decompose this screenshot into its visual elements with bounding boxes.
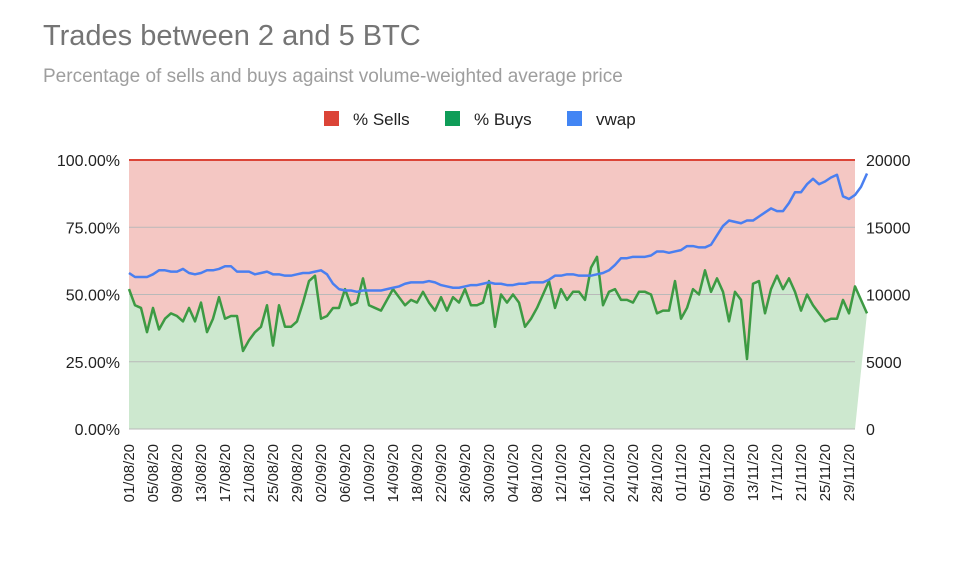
legend-label-buys: % Buys: [474, 110, 532, 129]
x-tick-label: 02/09/20: [313, 444, 330, 502]
left-tick-label: 25.00%: [66, 355, 120, 372]
x-tick-label: 22/09/20: [433, 444, 450, 502]
x-tick-label: 05/11/20: [697, 444, 714, 501]
plot-area: [127, 159, 869, 430]
left-tick-label: 50.00%: [66, 288, 120, 305]
x-tick-label: 01/11/20: [673, 444, 690, 501]
x-tick-label: 16/10/20: [577, 444, 594, 502]
x-tick-label: 24/10/20: [625, 444, 642, 502]
buys-line: [127, 255, 869, 361]
legend-label-sells: % Sells: [353, 110, 410, 129]
left-tick-label: 100.00%: [57, 153, 120, 170]
x-tick-label: 21/08/20: [241, 444, 258, 502]
x-tick-label: 29/11/20: [841, 444, 858, 501]
x-tick-label: 29/08/20: [289, 444, 306, 502]
right-tick-label: 5000: [866, 355, 902, 372]
x-tick-label: 10/09/20: [361, 444, 378, 502]
chart-subtitle: Percentage of sells and buys against vol…: [43, 66, 623, 87]
buys-area: [129, 256, 867, 429]
left-axis: 0.00% 25.00% 50.00% 75.00% 100.00%: [57, 153, 120, 439]
right-tick-label: 10000: [866, 288, 911, 305]
x-tick-label: 28/10/20: [649, 444, 666, 502]
x-tick-label: 17/11/20: [769, 444, 786, 501]
chart-title: Trades between 2 and 5 BTC: [43, 20, 421, 52]
legend-swatch-vwap: [567, 111, 582, 126]
right-tick-label: 20000: [866, 153, 911, 170]
vwap-line: [128, 172, 869, 294]
left-tick-label: 75.00%: [66, 220, 120, 237]
x-tick-label: 08/10/20: [529, 444, 546, 502]
legend-label-vwap: vwap: [596, 110, 636, 129]
right-axis: 0 5000 10000 15000 20000: [866, 153, 911, 439]
x-tick-label: 06/09/20: [337, 444, 354, 502]
x-tick-label: 30/09/20: [481, 444, 498, 502]
x-tick-label: 12/10/20: [553, 444, 570, 502]
x-axis: 01/08/20 05/08/20 09/08/20 13/08/20 17/08/20…: [121, 444, 858, 502]
x-tick-label: 14/09/20: [385, 444, 402, 502]
x-tick-label: 26/09/20: [457, 444, 474, 502]
right-tick-label: 0: [866, 422, 875, 439]
x-tick-label: 20/10/20: [601, 444, 618, 502]
x-tick-label: 04/10/20: [505, 444, 522, 502]
x-tick-label: 13/11/20: [745, 444, 762, 501]
x-tick-label: 09/08/20: [169, 444, 186, 502]
left-tick-label: 0.00%: [75, 422, 120, 439]
legend-swatch-buys: [445, 111, 460, 126]
right-tick-label: 15000: [866, 220, 911, 237]
legend-swatch-sells: [324, 111, 339, 126]
x-tick-label: 21/11/20: [793, 444, 810, 501]
x-tick-label: 05/08/20: [145, 444, 162, 502]
x-tick-label: 25/11/20: [817, 444, 834, 501]
x-tick-label: 18/09/20: [409, 444, 426, 502]
legend: % Sells % Buys vwap: [324, 110, 636, 129]
x-tick-label: 13/08/20: [193, 444, 210, 502]
x-tick-label: 25/08/20: [265, 444, 282, 502]
x-tick-label: 01/08/20: [121, 444, 138, 502]
x-tick-label: 17/08/20: [217, 444, 234, 502]
x-tick-label: 09/11/20: [721, 444, 738, 501]
